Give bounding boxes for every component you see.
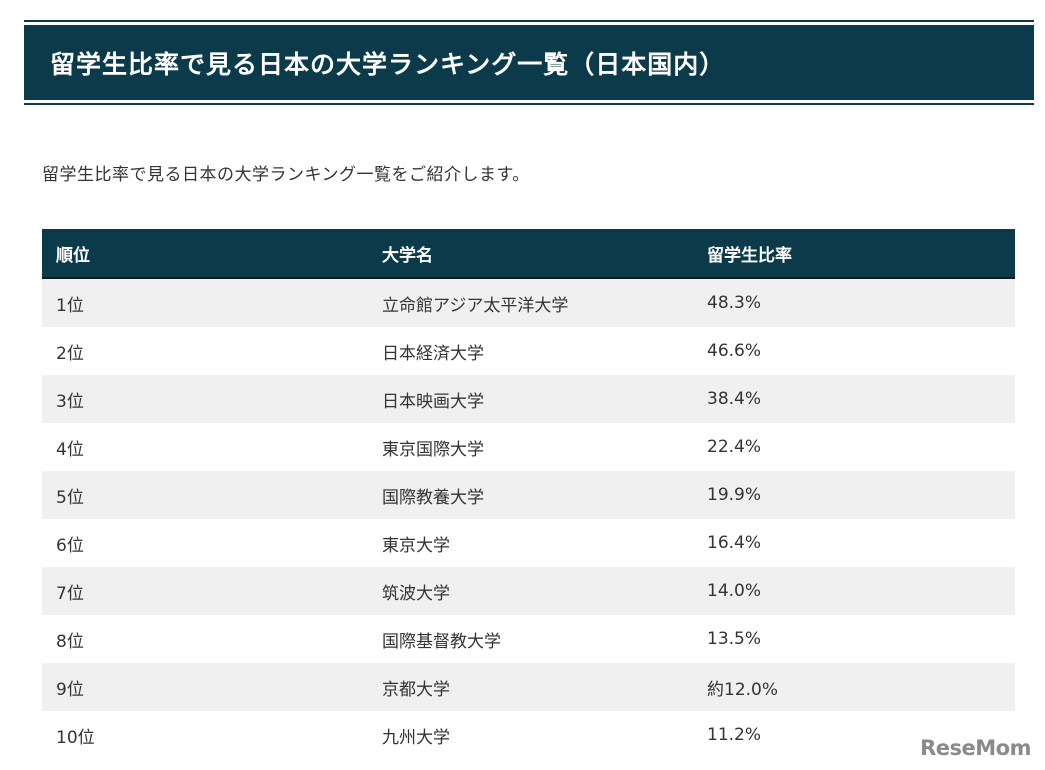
header-ratio: 留学生比率 xyxy=(693,229,1015,279)
cell-rank: 7位 xyxy=(42,567,368,615)
cell-university: 東京大学 xyxy=(368,519,693,567)
table-row: 9位 京都大学 約12.0% xyxy=(42,663,1015,711)
resemom-logo: ReseMom xyxy=(920,736,1031,760)
cell-ratio: 13.5% xyxy=(693,615,1015,663)
header-university: 大学名 xyxy=(368,229,693,279)
cell-ratio: 11.2% xyxy=(693,711,1015,759)
table-row: 3位 日本映画大学 38.4% xyxy=(42,375,1015,423)
cell-university: 立命館アジア太平洋大学 xyxy=(368,278,693,327)
cell-university: 国際基督教大学 xyxy=(368,615,693,663)
ranking-table: 順位 大学名 留学生比率 1位 立命館アジア太平洋大学 48.3% 2位 日本経… xyxy=(42,229,1015,759)
cell-rank: 4位 xyxy=(42,423,368,471)
table-row: 6位 東京大学 16.4% xyxy=(42,519,1015,567)
cell-ratio: 16.4% xyxy=(693,519,1015,567)
cell-rank: 3位 xyxy=(42,375,368,423)
table-row: 1位 立命館アジア太平洋大学 48.3% xyxy=(42,278,1015,327)
cell-rank: 5位 xyxy=(42,471,368,519)
table-row: 7位 筑波大学 14.0% xyxy=(42,567,1015,615)
cell-ratio: 38.4% xyxy=(693,375,1015,423)
cell-university: 筑波大学 xyxy=(368,567,693,615)
cell-university: 国際教養大学 xyxy=(368,471,693,519)
table-header-row: 順位 大学名 留学生比率 xyxy=(42,229,1015,279)
cell-ratio: 14.0% xyxy=(693,567,1015,615)
cell-university: 京都大学 xyxy=(368,663,693,711)
table-row: 4位 東京国際大学 22.4% xyxy=(42,423,1015,471)
cell-ratio: 46.6% xyxy=(693,327,1015,375)
cell-rank: 2位 xyxy=(42,327,368,375)
intro-text: 留学生比率で見る日本の大学ランキング一覧をご紹介します。 xyxy=(42,165,530,185)
cell-rank: 9位 xyxy=(42,663,368,711)
cell-university: 九州大学 xyxy=(368,711,693,759)
cell-ratio: 19.9% xyxy=(693,471,1015,519)
cell-rank: 10位 xyxy=(42,711,368,759)
table-row: 8位 国際基督教大学 13.5% xyxy=(42,615,1015,663)
cell-rank: 8位 xyxy=(42,615,368,663)
cell-university: 日本映画大学 xyxy=(368,375,693,423)
cell-rank: 1位 xyxy=(42,278,368,327)
page-title: 留学生比率で見る日本の大学ランキング一覧（日本国内） xyxy=(50,49,726,79)
cell-rank: 6位 xyxy=(42,519,368,567)
cell-university: 東京国際大学 xyxy=(368,423,693,471)
table-row: 5位 国際教養大学 19.9% xyxy=(42,471,1015,519)
cell-university: 日本経済大学 xyxy=(368,327,693,375)
table-row: 2位 日本経済大学 46.6% xyxy=(42,327,1015,375)
title-banner: 留学生比率で見る日本の大学ランキング一覧（日本国内） xyxy=(24,20,1034,105)
table-row: 10位 九州大学 11.2% xyxy=(42,711,1015,759)
cell-ratio: 約12.0% xyxy=(693,663,1015,711)
title-banner-inner: 留学生比率で見る日本の大学ランキング一覧（日本国内） xyxy=(24,25,1034,100)
header-rank: 順位 xyxy=(42,229,368,279)
cell-ratio: 48.3% xyxy=(693,278,1015,327)
cell-ratio: 22.4% xyxy=(693,423,1015,471)
